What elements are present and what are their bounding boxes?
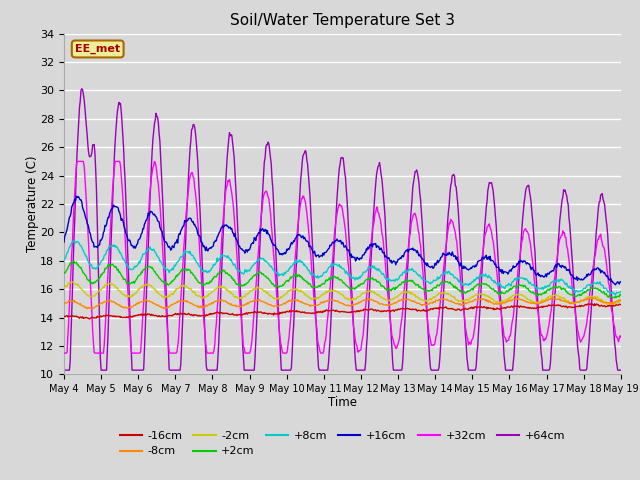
X-axis label: Time: Time: [328, 396, 357, 408]
Title: Soil/Water Temperature Set 3: Soil/Water Temperature Set 3: [230, 13, 455, 28]
Legend: -16cm, -8cm, -2cm, +2cm, +8cm, +16cm, +32cm, +64cm: -16cm, -8cm, -2cm, +2cm, +8cm, +16cm, +3…: [115, 426, 570, 461]
Y-axis label: Temperature (C): Temperature (C): [26, 156, 38, 252]
Text: EE_met: EE_met: [75, 44, 120, 54]
